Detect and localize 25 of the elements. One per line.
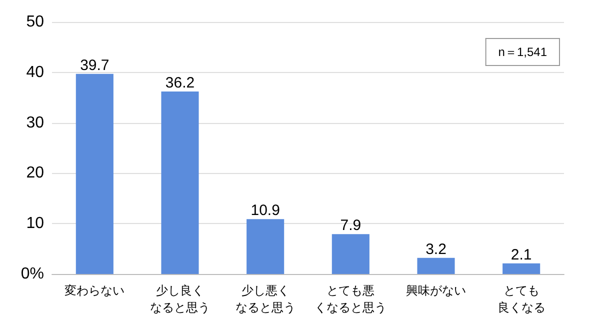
y-tick-label: 10 [26,215,44,232]
bar [76,74,114,274]
annotation: n＝1,541 [498,45,548,59]
bar [502,263,540,274]
y-tick-label: 0% [20,266,44,282]
bar [161,92,199,274]
bar [332,234,370,274]
data-label: 2.1 [510,246,532,264]
data-label: 39.7 [80,56,110,74]
y-tick-label: 50 [26,14,44,30]
x-tick-label: 変わらない [64,284,125,298]
x-tick-label: とても悪くなると思う [314,284,387,314]
bar [246,219,284,274]
y-tick-label: 40 [26,64,44,81]
y-tick-label: 20 [26,164,44,182]
data-label: 36.2 [165,74,195,92]
x-tick-label: 少し悪くなると思う [235,284,296,314]
bar [417,258,455,274]
y-tick-label: 30 [26,114,44,132]
x-tick-label: とても良くなる [497,284,546,314]
data-label: 7.9 [340,217,362,234]
data-label: 10.9 [250,202,280,220]
x-tick-label: 興味がない [406,284,466,298]
x-tick-label: 少し良くなると思う [150,284,210,314]
data-label: 3.2 [426,240,446,258]
